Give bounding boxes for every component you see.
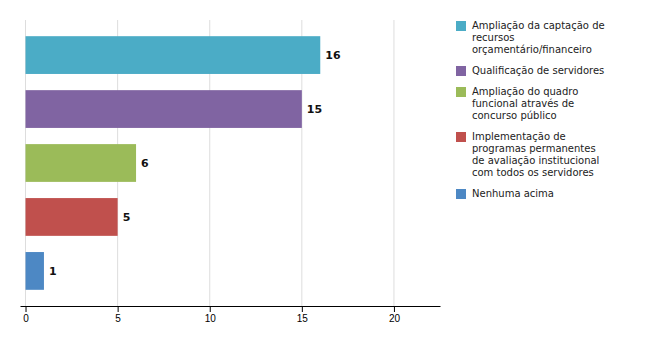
x-tick-mark bbox=[394, 306, 395, 312]
legend: Ampliação da captação derecursosorçament… bbox=[456, 20, 605, 199]
plot: 156151605101520 bbox=[21, 20, 441, 324]
legend-label: Ampliação da captação derecursosorçament… bbox=[472, 20, 605, 55]
x-tick-label: 20 bbox=[389, 313, 401, 324]
x-axis-line bbox=[21, 306, 441, 307]
x-tick-label: 10 bbox=[205, 313, 217, 324]
legend-label: Ampliação do quadrofuncional através dec… bbox=[472, 86, 578, 121]
x-tick-mark bbox=[210, 306, 211, 312]
legend-item: Ampliação do quadrofuncional através dec… bbox=[456, 86, 578, 121]
legend-item: Nenhuma acima bbox=[456, 188, 554, 199]
bar bbox=[26, 90, 302, 128]
legend-swatch bbox=[456, 132, 466, 142]
x-tick: 5 bbox=[115, 306, 121, 324]
legend-swatch bbox=[456, 87, 466, 97]
x-tick-mark bbox=[118, 306, 119, 312]
legend-item: Implementação deprogramas permanentesde … bbox=[456, 131, 599, 178]
x-tick-label: 15 bbox=[297, 313, 309, 324]
bar bbox=[26, 252, 44, 290]
legend-label: Nenhuma acima bbox=[472, 188, 554, 199]
bars bbox=[26, 36, 321, 290]
x-tick-label: 5 bbox=[115, 313, 121, 324]
data-labels: 1561516 bbox=[49, 49, 341, 278]
x-tick: 0 bbox=[23, 306, 29, 324]
bar bbox=[26, 36, 321, 74]
x-axis: 0 5 10 15 20 bbox=[21, 306, 441, 324]
data-label: 6 bbox=[141, 157, 149, 170]
x-tick-label: 0 bbox=[23, 313, 29, 324]
data-label: 16 bbox=[325, 49, 341, 62]
x-tick: 15 bbox=[297, 306, 309, 324]
legend-swatch bbox=[456, 21, 466, 31]
bar bbox=[26, 144, 137, 182]
data-label: 15 bbox=[307, 103, 322, 116]
x-tick: 10 bbox=[205, 306, 217, 324]
x-tick-mark bbox=[26, 306, 27, 312]
grid-line bbox=[393, 20, 394, 306]
bar bbox=[26, 198, 118, 236]
legend-label: Implementação deprogramas permanentesde … bbox=[472, 131, 599, 178]
x-tick-mark bbox=[302, 306, 303, 312]
legend-swatch bbox=[456, 66, 466, 76]
legend-item: Ampliação da captação derecursosorçament… bbox=[456, 20, 605, 55]
data-label: 1 bbox=[49, 265, 57, 278]
legend-swatch bbox=[456, 189, 466, 199]
legend-item: Qualificação de servidores bbox=[456, 65, 604, 76]
grid bbox=[26, 20, 394, 306]
chart: 156151605101520Ampliação da captação der… bbox=[0, 0, 660, 338]
x-tick: 20 bbox=[389, 306, 401, 324]
legend-label: Qualificação de servidores bbox=[472, 65, 604, 76]
data-label: 5 bbox=[123, 211, 131, 224]
